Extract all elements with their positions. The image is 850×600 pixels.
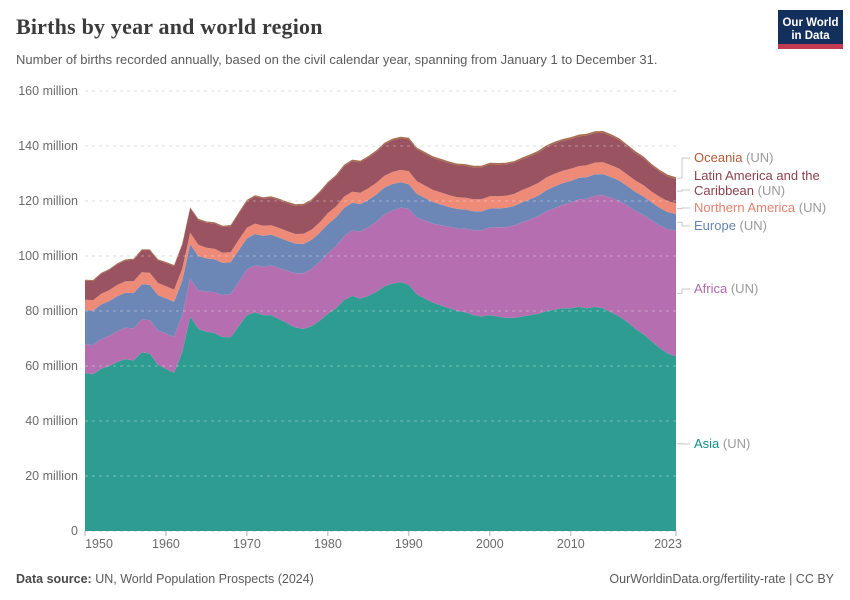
legend-connector-oceania	[677, 157, 690, 179]
area-asia	[85, 282, 676, 531]
y-axis-label-160: 160 million	[18, 84, 78, 98]
owid-logo-line2: in Data	[791, 30, 830, 42]
footer-source-text: UN, World Population Prospects (2024)	[95, 572, 314, 586]
x-axis-label-1970: 1970	[233, 537, 261, 551]
y-axis-label-60: 60 million	[25, 359, 78, 373]
legend-item-northern-america[interactable]: Northern America (UN)	[694, 200, 840, 215]
legend-item-africa[interactable]: Africa (UN)	[694, 281, 840, 296]
x-axis-label-1960: 1960	[152, 537, 180, 551]
chart-title: Births by year and world region	[16, 14, 323, 39]
legend-connector-northern-america	[677, 207, 690, 210]
legend-suffix: (UN)	[742, 150, 774, 165]
y-axis-label-40: 40 million	[25, 414, 78, 428]
y-axis-label-100: 100 million	[18, 249, 78, 263]
area-europe	[85, 174, 676, 346]
owid-logo[interactable]: Our World in Data	[778, 10, 843, 49]
y-axis-label-0: 0	[71, 524, 78, 538]
legend-suffix: (UN)	[754, 183, 786, 198]
footer-source-label: Data source:	[16, 572, 92, 586]
x-axis-label-1980: 1980	[313, 537, 342, 551]
legend-suffix: (UN)	[795, 200, 827, 215]
chart-subtitle: Number of births recorded annually, base…	[16, 52, 658, 67]
legend-label: Europe	[694, 218, 736, 233]
legend-item-oceania[interactable]: Oceania (UN)	[694, 150, 840, 165]
x-axis-label-2010: 2010	[556, 537, 585, 551]
area-northern-america	[85, 162, 676, 311]
legend-connector-europe	[677, 221, 690, 227]
owid-logo-red-bar	[778, 44, 843, 49]
legend-connector-africa	[677, 288, 690, 294]
y-axis-label-120: 120 million	[18, 194, 78, 208]
y-axis-label-140: 140 million	[18, 139, 78, 153]
legend-connector-latin-america-and-the-caribbean	[677, 189, 690, 192]
area-latin-america-and-the-caribbean	[85, 132, 676, 301]
legend-label: Oceania	[694, 150, 743, 165]
x-axis-label-2023: 2023	[654, 537, 682, 551]
area-africa	[85, 195, 676, 375]
legend-label: Latin America and the Caribbean	[694, 168, 820, 198]
legend-label: Africa	[694, 281, 728, 296]
legend-item-europe[interactable]: Europe (UN)	[694, 218, 840, 233]
owid-logo-line1: Our World	[782, 17, 839, 29]
legend-label: Northern America	[694, 200, 796, 215]
footer-source: Data source: UN, World Population Prospe…	[16, 572, 314, 586]
legend-suffix: (UN)	[719, 436, 751, 451]
legend-item-asia[interactable]: Asia (UN)	[694, 436, 840, 451]
legend-item-latin-america-and-the-caribbean[interactable]: Latin America and the Caribbean (UN)	[694, 168, 840, 198]
y-axis-label-20: 20 million	[25, 469, 78, 483]
legend-suffix: (UN)	[735, 218, 767, 233]
x-axis-label-1990: 1990	[394, 537, 423, 551]
y-axis-label-80: 80 million	[25, 304, 78, 318]
x-axis-label-2000: 2000	[475, 537, 504, 551]
footer: Data source: UN, World Population Prospe…	[0, 558, 850, 600]
x-axis-label-1950: 1950	[85, 537, 113, 551]
legend-suffix: (UN)	[727, 281, 759, 296]
footer-link[interactable]: OurWorldinData.org/fertility-rate | CC B…	[609, 572, 834, 586]
legend-label: Asia	[694, 436, 720, 451]
